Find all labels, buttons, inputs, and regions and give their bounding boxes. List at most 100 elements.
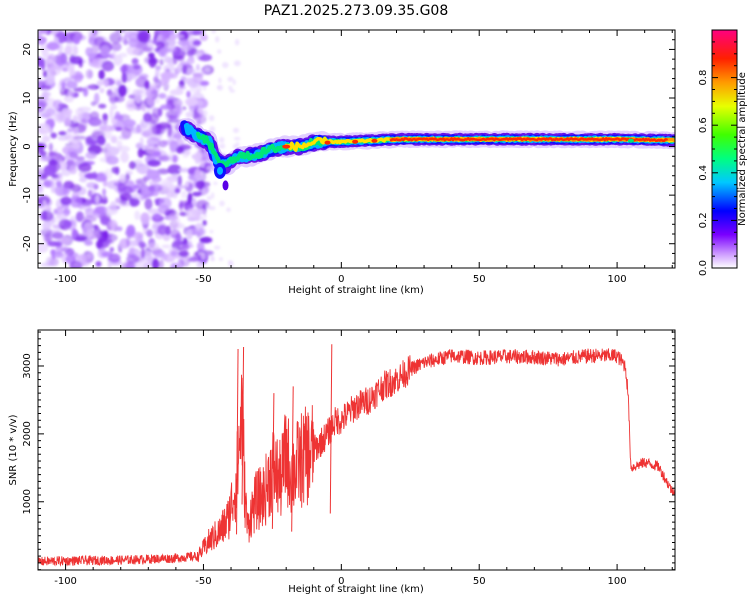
noise-blob	[153, 76, 159, 83]
noise-blob	[38, 123, 51, 135]
spectrogram-ytick-label: 20	[22, 43, 33, 56]
noise-blob	[100, 216, 110, 226]
snr-ylabel: SNR (10 * v/v)	[8, 414, 19, 485]
noise-blob	[102, 188, 107, 197]
noise-blob	[134, 159, 143, 165]
noise-blob	[71, 141, 80, 150]
noise-blob	[151, 124, 162, 136]
snr-plot-area	[38, 344, 675, 567]
noise-blob	[105, 146, 120, 156]
noise-blob	[38, 167, 44, 176]
noise-blob	[232, 144, 238, 149]
noise-blob	[77, 112, 82, 122]
figure-title: PAZ1.2025.273.09.35.G08	[264, 3, 449, 19]
noise-blob	[134, 259, 149, 268]
noise-blob	[99, 246, 105, 257]
noise-blob	[177, 175, 182, 187]
ridge-hotspot	[217, 166, 223, 175]
noise-blob	[135, 165, 146, 171]
spectrogram-xtick-label: 100	[608, 274, 627, 285]
colorbar-ticks: 0.0 0.2 0.4 0.6 0.8	[698, 29, 738, 276]
noise-blob	[196, 224, 201, 232]
noise-blob	[70, 184, 82, 193]
noise-blob	[73, 127, 78, 135]
noise-blob	[153, 86, 160, 93]
noise-blob	[147, 93, 154, 99]
noise-blob	[137, 30, 151, 43]
noise-blob	[78, 59, 83, 68]
noise-blob	[110, 42, 122, 52]
ridge-hotspot	[222, 180, 229, 191]
noise-blob	[166, 118, 181, 123]
noise-blob	[109, 247, 115, 253]
noise-blob	[174, 184, 186, 189]
noise-blob	[60, 108, 72, 120]
snr-xtick-label: 50	[473, 576, 486, 587]
snr-xtick-label: 100	[608, 576, 627, 587]
noise-blob	[115, 80, 123, 87]
noise-blob	[180, 190, 188, 199]
noise-blob	[49, 30, 63, 36]
noise-blob	[193, 111, 200, 119]
noise-blob	[185, 97, 198, 107]
noise-blob	[199, 236, 213, 244]
noise-blob	[173, 133, 183, 140]
noise-blob	[91, 130, 105, 138]
colorbar-tick-label: 0.4	[698, 165, 709, 181]
noise-blob	[176, 64, 183, 73]
noise-blob	[38, 242, 49, 253]
noise-blob	[77, 162, 92, 173]
noise-blob	[170, 262, 179, 268]
noise-blob	[144, 198, 153, 211]
noise-blob	[45, 42, 60, 51]
noise-blob	[161, 244, 171, 249]
spectrogram-ytick-label: 10	[22, 92, 33, 105]
noise-blob	[192, 39, 202, 47]
noise-blob	[174, 217, 181, 229]
spectrogram-ytick-label: 0	[22, 143, 33, 149]
ridge-hotspot	[352, 139, 359, 144]
noise-blob	[43, 233, 53, 243]
noise-blob	[110, 135, 118, 144]
noise-blob	[192, 197, 197, 208]
noise-blob	[228, 85, 233, 90]
noise-blob	[148, 185, 156, 192]
colorbar: 0.0 0.2 0.4 0.6 0.8 Normalized spectral ampl…	[698, 29, 748, 276]
noise-blob	[180, 76, 187, 81]
snr-spike	[271, 393, 275, 529]
snr-xtick-label: -50	[195, 576, 211, 587]
noise-blob	[58, 184, 64, 195]
noise-blob	[186, 50, 194, 57]
noise-blob	[176, 104, 182, 115]
noise-blob	[81, 253, 92, 258]
noise-blob	[173, 99, 184, 107]
spectrogram-ridge	[176, 118, 675, 191]
noise-blob	[83, 87, 89, 97]
noise-blob	[55, 245, 63, 255]
noise-blob	[213, 181, 218, 185]
spectrogram-ytick-label: -20	[22, 236, 33, 252]
noise-blob	[95, 261, 102, 267]
noise-blob	[186, 90, 191, 98]
noise-blob	[219, 200, 225, 207]
noise-blob	[53, 230, 64, 241]
noise-blob	[42, 221, 52, 231]
noise-blob	[81, 257, 91, 267]
noise-blob	[128, 37, 138, 48]
noise-blob	[128, 197, 137, 207]
noise-blob	[200, 208, 206, 215]
colorbar-tick-label: 0.6	[698, 117, 709, 133]
noise-blob	[38, 106, 48, 118]
noise-blob	[104, 78, 109, 88]
noise-blob	[144, 56, 156, 65]
noise-blob	[98, 69, 105, 80]
noise-blob	[113, 114, 124, 121]
noise-blob	[196, 99, 203, 107]
noise-blob	[186, 228, 193, 240]
noise-blob	[101, 147, 107, 154]
noise-blob	[53, 208, 58, 215]
noise-blob	[85, 69, 94, 79]
noise-blob	[192, 191, 202, 197]
noise-blob	[46, 73, 55, 85]
